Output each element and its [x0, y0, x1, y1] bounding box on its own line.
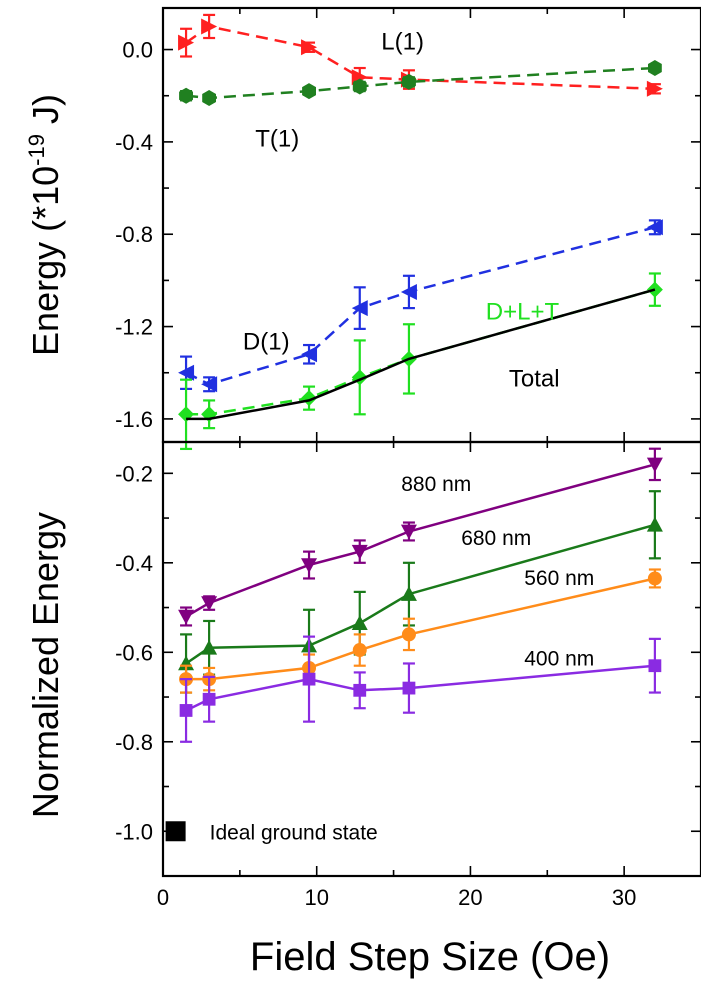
top-data-point [352, 78, 367, 95]
bottom-data-point [400, 524, 417, 540]
bottom-data-point [400, 586, 417, 601]
top-plot-area: L(1) T(1) D(1) D+L+T Total [178, 13, 663, 451]
top-y-tick-label: 0.0 [122, 38, 153, 63]
bottom-series-880-nm [178, 447, 663, 627]
top-data-point [202, 90, 216, 106]
bottom-data-point [302, 672, 316, 686]
bottom-series-label: 560 nm [524, 567, 594, 590]
top-series-label: D+L+T [486, 299, 560, 326]
top-data-point [301, 39, 318, 56]
top-y-axis-title: Energy (*10-19 J) [24, 94, 66, 356]
top-data-point [201, 18, 218, 35]
top-y-ticks: 0.0 -0.4 -0.8 -1.2 -1.6 [115, 8, 701, 442]
bottom-y-tick-label: -0.2 [115, 461, 153, 486]
top-series-t-1- [179, 60, 662, 106]
top-data-point [646, 80, 663, 97]
bottom-y-tick-label: -1.0 [115, 819, 153, 844]
bottom-series-label: 880 nm [401, 473, 471, 496]
bottom-data-point [352, 643, 367, 658]
top-axis-frame [161, 6, 701, 444]
top-series-line [185, 226, 656, 386]
x-tick-label: 20 [458, 885, 482, 910]
top-data-point [648, 60, 662, 76]
top-series-d-1- [178, 219, 663, 393]
bottom-y-axis-title: Normalized Energy [25, 512, 66, 818]
top-series-label: Total [509, 366, 560, 393]
bottom-series-line [185, 463, 656, 618]
bottom-series-label: 400 nm [524, 648, 594, 671]
bottom-x-ticks: 0 10 20 30 [157, 885, 637, 910]
bottom-data-point [301, 558, 318, 574]
bottom-data-point [351, 544, 368, 560]
bottom-series-label: 680 nm [461, 527, 531, 550]
top-series-label: T(1) [255, 126, 299, 153]
bottom-series-line [185, 664, 656, 712]
bottom-data-point [401, 627, 416, 642]
top-y-tick-label: -0.8 [115, 222, 153, 247]
bottom-data-point [201, 596, 218, 612]
top-data-point [301, 346, 318, 363]
bottom-y-tick-label: -0.6 [115, 640, 153, 665]
bottom-y-tick-label: -0.8 [115, 730, 153, 755]
top-data-point [302, 83, 316, 100]
bottom-data-point [351, 615, 368, 631]
bottom-data-point [178, 609, 195, 625]
bottom-series-680-nm [178, 490, 663, 694]
top-data-point [402, 73, 416, 90]
top-data-point [351, 300, 368, 317]
x-tick-label: 30 [612, 885, 636, 910]
top-data-point [178, 34, 195, 51]
bottom-data-point [353, 683, 367, 697]
top-data-point [201, 376, 218, 393]
bottom-plot-area: 880 nm 680 nm 560 nm 400 nm Ideal ground sta… [165, 447, 663, 844]
bottom-axis-frame [161, 440, 701, 878]
top-series-l-1- [178, 13, 663, 97]
bottom-series-400-nm [179, 635, 662, 743]
x-tick-label: 0 [157, 885, 169, 910]
top-series-label: D(1) [243, 329, 290, 356]
top-series-line [185, 66, 655, 100]
bottom-data-point [402, 681, 416, 695]
x-axis-title: Field Step Size (Oe) [250, 935, 610, 979]
top-data-point [179, 87, 193, 104]
x-tick-label: 10 [304, 885, 328, 910]
top-data-point [400, 283, 417, 300]
bottom-data-point [179, 704, 193, 717]
top-y-tick-label: -1.6 [115, 407, 153, 432]
bottom-data-point [647, 571, 662, 586]
bottom-data-point [202, 692, 216, 706]
top-y-tick-label: -1.2 [115, 315, 153, 340]
top-panel: L(1) T(1) D(1) D+L+T Total 0.0 -0.4 -0.8 -1.2 -1… [24, 6, 701, 451]
top-series-label: L(1) [381, 29, 424, 56]
top-data-point [646, 219, 663, 236]
bottom-y-tick-label: -0.4 [115, 551, 153, 576]
top-y-tick-label: -0.4 [115, 130, 153, 155]
ideal-ground-state-label: Ideal ground state [210, 821, 378, 844]
bottom-data-point [646, 516, 663, 532]
top-series-d-l-t [178, 272, 663, 451]
top-series-total [186, 288, 656, 421]
bottom-y-ticks: -0.2 -0.4 -0.6 -0.8 -1.0 [115, 442, 701, 876]
top-data-point [178, 364, 195, 381]
ideal-ground-state-marker [165, 821, 186, 842]
top-series-line [186, 288, 656, 421]
bottom-data-point [648, 659, 662, 673]
bottom-data-point [201, 639, 218, 655]
bottom-data-point [646, 457, 663, 473]
bottom-panel: 880 nm 680 nm 560 nm 400 nm Ideal ground sta… [25, 440, 701, 979]
bottom-series-560-nm [179, 568, 662, 694]
